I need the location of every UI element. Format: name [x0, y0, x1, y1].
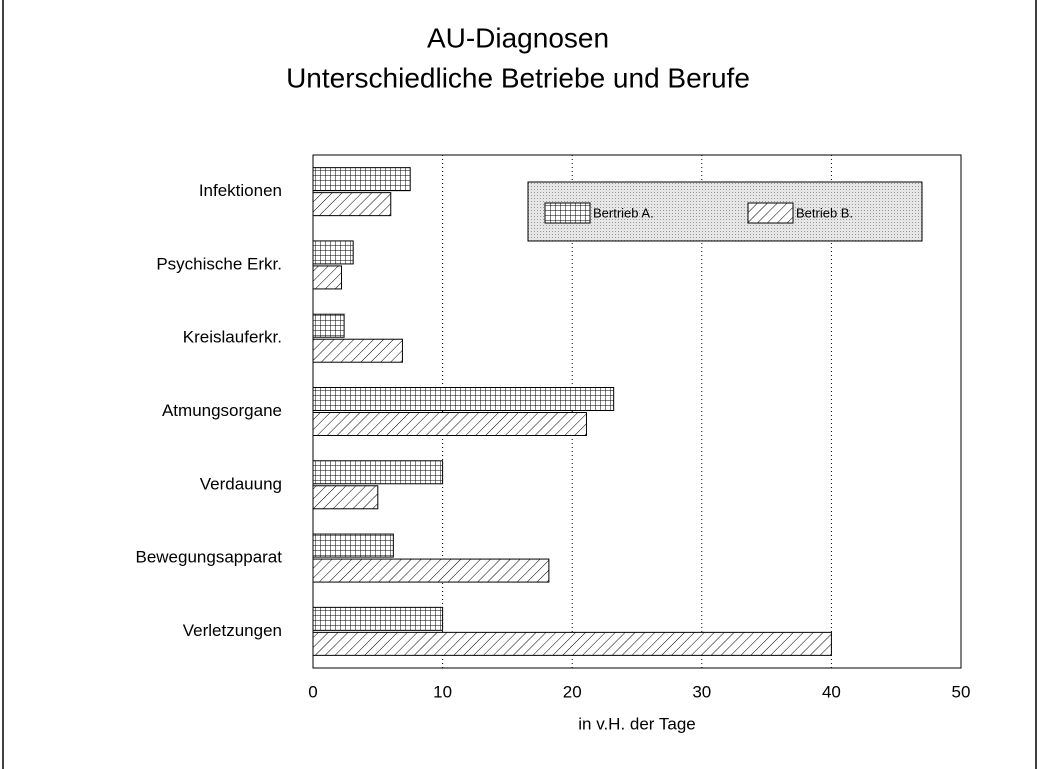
bar	[312, 265, 343, 290]
bar	[312, 485, 379, 510]
y-tick-label: Infektionen	[199, 181, 282, 200]
legend-box	[527, 181, 923, 242]
x-tick-label: 20	[563, 682, 582, 701]
x-tick-label: 0	[308, 682, 317, 701]
x-tick-label: 40	[822, 682, 841, 701]
bar	[312, 387, 615, 411]
bar	[312, 558, 550, 583]
x-tick-label: 10	[433, 682, 452, 701]
bar	[312, 192, 392, 217]
bar	[312, 167, 411, 192]
legend-label: Betrieb B.	[796, 205, 853, 220]
bar	[312, 631, 832, 656]
y-tick-label: Bewegungsapparat	[135, 548, 282, 567]
legend-label: Bertrieb A.	[593, 205, 654, 220]
y-tick-label: Kreislauferkr.	[183, 328, 282, 347]
legend-swatch	[747, 202, 794, 224]
bar	[312, 338, 403, 363]
chart-subtitle: Unterschiedliche Betriebe und Berufe	[286, 62, 750, 93]
x-tick-label: 30	[692, 682, 711, 701]
legend-swatch	[544, 202, 591, 224]
y-tick-label: Verletzungen	[183, 621, 282, 640]
bar	[312, 412, 587, 436]
chart-title: AU-Diagnosen	[427, 22, 609, 53]
bar	[312, 240, 354, 265]
y-tick-label: Verdauung	[200, 474, 282, 493]
bar	[312, 313, 345, 338]
y-tick-label: Atmungsorgane	[162, 401, 282, 420]
y-tick-label: Psychische Erkr.	[156, 254, 282, 273]
bar	[312, 606, 444, 631]
bar	[312, 533, 394, 558]
x-tick-label: 50	[952, 682, 971, 701]
bar	[312, 460, 444, 485]
plot-border	[312, 154, 962, 669]
x-axis-label: in v.H. der Tage	[578, 714, 696, 733]
